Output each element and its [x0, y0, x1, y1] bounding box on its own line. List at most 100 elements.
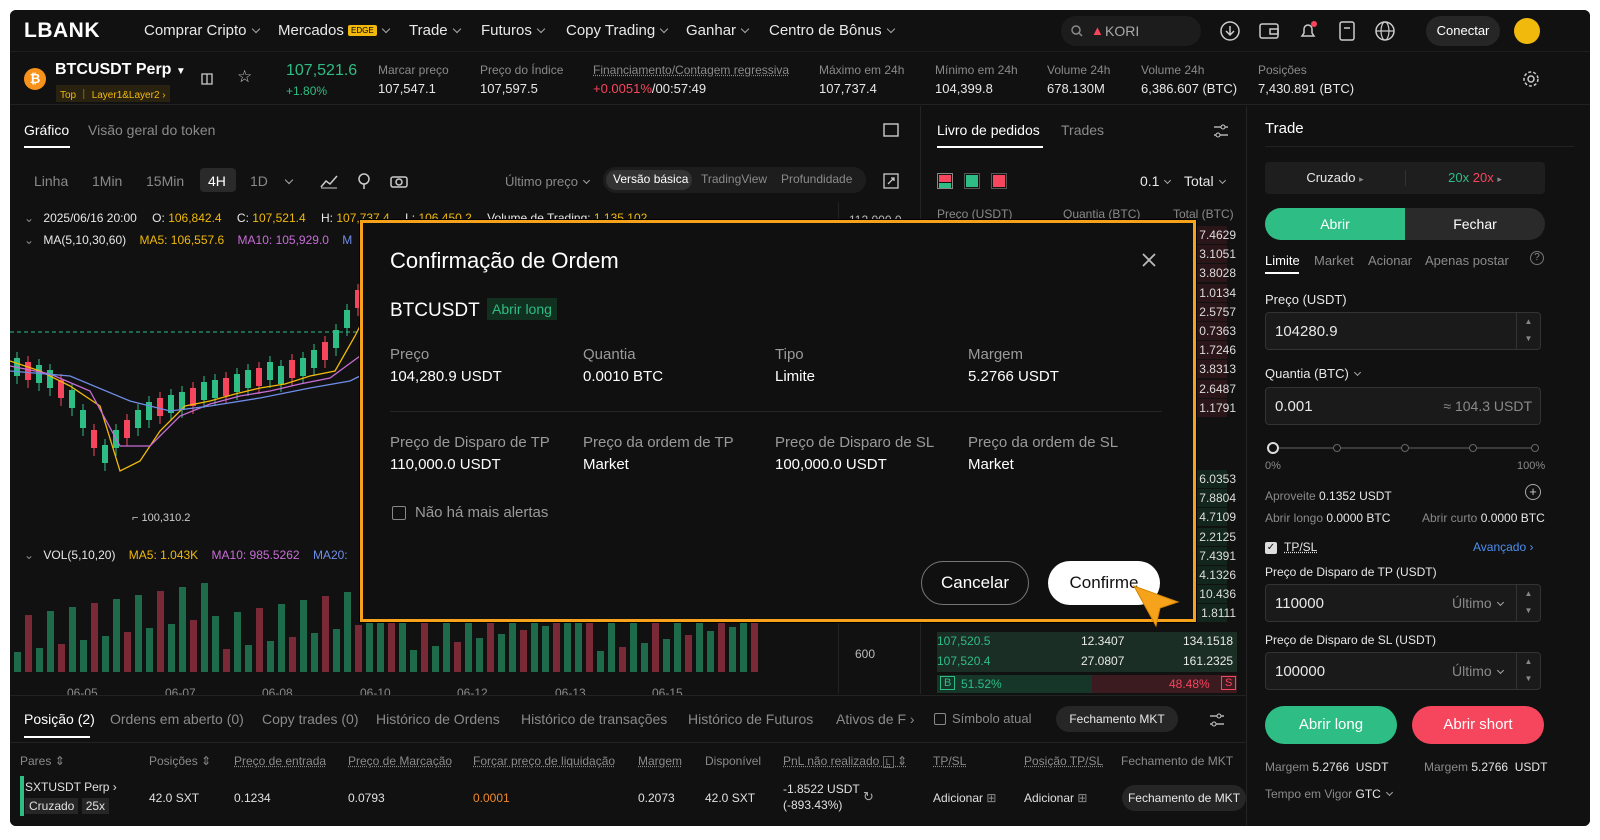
fullscreen-icon[interactable] [883, 123, 899, 137]
nav-comprar-cripto[interactable]: Comprar Cripto [144, 22, 260, 39]
interval-line[interactable]: Linha [34, 173, 69, 189]
wallet-icon[interactable] [1258, 21, 1280, 41]
precision-select[interactable]: 0.1 [1140, 173, 1172, 189]
position-pair[interactable]: SXTUSDT Perp › [25, 780, 117, 794]
ask-row-total[interactable]: 3.8313 [1199, 362, 1236, 377]
tp-mode-select[interactable]: Último [1452, 595, 1504, 611]
book-bids-icon[interactable] [964, 173, 980, 189]
interval-15min[interactable]: 15Min [146, 173, 185, 189]
tab-chart[interactable]: Gráfico [24, 122, 70, 138]
sl-stepper[interactable]: ▲ ▼ [1516, 653, 1540, 689]
camera-icon[interactable] [390, 174, 408, 188]
download-icon[interactable] [1219, 20, 1241, 42]
bid-row-total[interactable]: 2.2125 [1199, 529, 1236, 544]
sl-input[interactable]: 100000 Último ▲ ▼ [1265, 652, 1541, 690]
ask-row-total[interactable]: 0.7363 [1199, 324, 1236, 338]
nav-trade[interactable]: Trade [409, 22, 461, 39]
order-type-post-only[interactable]: Apenas postar [1425, 253, 1509, 268]
tab-assets[interactable]: Ativos de F › [836, 711, 915, 727]
bid-row-total[interactable]: 4.7109 [1199, 510, 1236, 525]
bid-row-total[interactable]: 6.0353 [1199, 472, 1236, 486]
view-depth[interactable]: Profundidade [781, 172, 853, 186]
ob-bid-price[interactable]: 107,520.4 [937, 654, 991, 668]
time-in-force[interactable]: Tempo em Vigor GTC [1265, 787, 1393, 801]
tab-transaction-history[interactable]: Histórico de transações [521, 711, 668, 727]
connect-button[interactable]: Conectar [1426, 16, 1500, 46]
qty-label[interactable]: Quantia (BTC) [1265, 366, 1361, 381]
ask-row-total[interactable]: 2.5757 [1199, 304, 1236, 319]
tab-open-orders[interactable]: Ordens em aberto (0) [110, 711, 244, 727]
amount-slider[interactable] [1267, 441, 1539, 455]
current-symbol-checkbox[interactable] [934, 713, 946, 725]
nav-futuros[interactable]: Futuros [481, 22, 546, 39]
nav-ganhar[interactable]: Ganhar [686, 22, 750, 39]
bid-row-total[interactable]: 4.1326 [1199, 568, 1236, 582]
plus-circle-icon[interactable]: + [1525, 484, 1541, 500]
interval-1d[interactable]: 1D [250, 173, 294, 189]
filter-sliders-icon[interactable] [1209, 713, 1225, 727]
tp-stepper[interactable]: ▲ ▼ [1516, 585, 1540, 621]
close-all-mkt-button[interactable]: Fechamento MKT [1056, 706, 1178, 732]
close-tab[interactable]: Fechar [1453, 216, 1497, 232]
view-tradingview[interactable]: TradingView [701, 172, 768, 186]
bid-row-total[interactable]: 7.8804 [1199, 491, 1236, 506]
ask-row-total[interactable]: 1.0134 [1199, 285, 1236, 300]
price-mode-select[interactable]: Último preço [505, 174, 591, 189]
order-type-limit[interactable]: Limite [1265, 253, 1300, 268]
ask-row-total[interactable]: 1.7246 [1199, 343, 1236, 358]
interval-1min[interactable]: 1Min [92, 173, 123, 189]
ask-row-total[interactable]: 3.1051 [1199, 247, 1236, 262]
open-tab[interactable]: Abrir [1265, 208, 1405, 240]
bid-row-total[interactable]: 7.4391 [1199, 548, 1236, 563]
add-tpsl-button[interactable]: Adicionar ⊞ [933, 791, 997, 805]
ask-row-total[interactable]: 3.8028 [1199, 266, 1236, 281]
col-unrealized-pnl[interactable]: PnL não realizado L ⇕ [783, 754, 908, 768]
order-type-trigger[interactable]: Acionar [1368, 253, 1413, 268]
col-positions[interactable]: Posições ⇕ [149, 754, 212, 768]
tab-positions[interactable]: Posição (2) [24, 711, 95, 727]
book-asks-icon[interactable] [991, 173, 1007, 189]
no-alerts-checkbox[interactable] [392, 506, 406, 520]
favorite-star-icon[interactable]: ☆ [237, 67, 253, 86]
open-short-button[interactable]: Abrir short [1412, 706, 1544, 744]
indicator-icon[interactable] [320, 173, 338, 189]
price-stepper[interactable]: ▲ ▼ [1516, 313, 1540, 349]
open-long-button[interactable]: Abrir long [1265, 706, 1397, 744]
interval-4h[interactable]: 4H [208, 173, 226, 189]
help-icon[interactable]: ? [1530, 251, 1544, 265]
total-select[interactable]: Total [1184, 173, 1226, 189]
view-basic[interactable]: Versão básica [613, 172, 689, 186]
close-mkt-row-button[interactable]: Fechamento de MKT [1122, 785, 1246, 811]
nav-copy-trading[interactable]: Copy Trading [566, 22, 669, 39]
settings-gear-icon[interactable] [1522, 70, 1540, 88]
book-icon[interactable] [200, 72, 214, 86]
qty-input[interactable]: 0.001 ≈ 104.3 USDT [1265, 387, 1541, 425]
tpsl-checkbox[interactable]: ✓ [1265, 542, 1277, 554]
expand-icon[interactable] [883, 173, 899, 189]
leverage-select[interactable]: 20x 20x ▸ [1448, 170, 1502, 185]
order-type-market[interactable]: Market [1314, 253, 1354, 268]
slider-handle[interactable] [1267, 442, 1279, 454]
drawing-tool-icon[interactable] [356, 172, 372, 190]
symbol-selector[interactable]: BTCUSDT Perp ▼ [55, 61, 186, 78]
stat-funding[interactable]: Financiamento/Contagem regressiva +0.0051… [593, 63, 790, 96]
ask-row-total[interactable]: 2.6487 [1199, 381, 1236, 396]
globe-icon[interactable] [1374, 20, 1396, 42]
close-icon[interactable] [1141, 252, 1157, 268]
brand-logo[interactable]: LBANK [24, 19, 100, 42]
tab-futures-history[interactable]: Histórico de Futuros [688, 711, 814, 727]
avatar[interactable] [1514, 18, 1540, 44]
add-position-tpsl-button[interactable]: Adicionar ⊞ [1024, 791, 1088, 805]
bid-row-total[interactable]: 10.436 [1199, 587, 1236, 602]
nav-mercados[interactable]: Mercados EDGE [278, 22, 390, 39]
tab-orderbook[interactable]: Livro de pedidos [937, 122, 1040, 138]
advanced-link[interactable]: Avançado › [1473, 540, 1534, 554]
sl-mode-select[interactable]: Último [1452, 663, 1504, 679]
margin-mode-select[interactable]: Cruzado ▸ [1306, 170, 1364, 185]
cancel-button[interactable]: Cancelar [921, 561, 1029, 605]
book-both-icon[interactable] [937, 173, 953, 189]
tab-trades[interactable]: Trades [1061, 122, 1105, 138]
tab-copy-trades[interactable]: Copy trades (0) [262, 711, 359, 727]
tab-token-overview[interactable]: Visão geral do token [88, 122, 216, 138]
tab-order-history[interactable]: Histórico de Ordens [376, 711, 500, 727]
